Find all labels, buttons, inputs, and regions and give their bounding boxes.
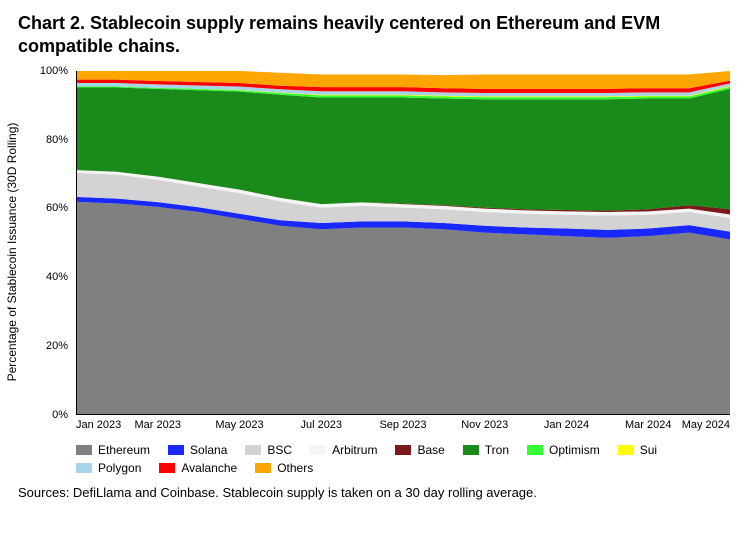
legend-swatch: [76, 463, 92, 473]
legend-swatch: [255, 463, 271, 473]
legend-item-sui: Sui: [618, 443, 657, 457]
legend-item-solana: Solana: [168, 443, 227, 457]
legend-item-bsc: BSC: [245, 443, 292, 457]
legend-swatch: [527, 445, 543, 455]
legend-item-ethereum: Ethereum: [76, 443, 150, 457]
legend-swatch: [310, 445, 326, 455]
legend-item-polygon: Polygon: [76, 461, 141, 475]
legend: Ethereum Solana BSC Arbitrum Base Tron Optimis…: [76, 443, 732, 475]
y-axis-ticks: 0%20%40%60%80%100%: [18, 71, 72, 415]
legend-label: Optimism: [549, 443, 600, 457]
legend-label: Avalanche: [181, 461, 237, 475]
x-axis-ticks: Jan 2023 Mar 2023 May 2023 Jul 2023 Sep 2023…: [76, 417, 730, 437]
x-tick-label: May 2023: [215, 419, 263, 431]
legend-label: Polygon: [98, 461, 141, 475]
legend-swatch: [245, 445, 261, 455]
legend-label: Arbitrum: [332, 443, 377, 457]
legend-swatch: [159, 463, 175, 473]
legend-swatch: [618, 445, 634, 455]
legend-swatch: [168, 445, 184, 455]
y-tick-label: 60%: [46, 202, 68, 214]
stacked-area-svg: [76, 71, 730, 415]
legend-swatch: [395, 445, 411, 455]
legend-item-tron: Tron: [463, 443, 509, 457]
y-axis-label: Percentage of Stablecoin Issuance (30D R…: [5, 122, 19, 381]
legend-item-optimism: Optimism: [527, 443, 600, 457]
legend-swatch: [76, 445, 92, 455]
y-tick-label: 100%: [40, 65, 68, 77]
legend-label: Solana: [190, 443, 227, 457]
legend-label: Ethereum: [98, 443, 150, 457]
legend-label: Tron: [485, 443, 509, 457]
y-tick-label: 0%: [52, 409, 68, 421]
plot-area: [76, 71, 730, 415]
x-tick-label: Jan 2023: [76, 419, 121, 431]
y-tick-label: 20%: [46, 340, 68, 352]
legend-item-others: Others: [255, 461, 313, 475]
x-tick-label: Mar 2024: [625, 419, 671, 431]
x-tick-label: May 2024: [682, 419, 730, 431]
x-tick-label: Mar 2023: [135, 419, 181, 431]
chart-container: Percentage of Stablecoin Issuance (30D R…: [18, 67, 732, 437]
legend-item-base: Base: [395, 443, 444, 457]
source-text: Sources: DefiLlama and Coinbase. Stablec…: [18, 485, 732, 500]
legend-label: BSC: [267, 443, 292, 457]
x-tick-label: Jul 2023: [300, 419, 342, 431]
legend-label: Others: [277, 461, 313, 475]
y-tick-label: 80%: [46, 134, 68, 146]
x-tick-label: Jan 2024: [544, 419, 589, 431]
legend-item-arbitrum: Arbitrum: [310, 443, 377, 457]
legend-label: Sui: [640, 443, 657, 457]
x-tick-label: Sep 2023: [379, 419, 426, 431]
x-tick-label: Nov 2023: [461, 419, 508, 431]
y-tick-label: 40%: [46, 271, 68, 283]
legend-label: Base: [417, 443, 444, 457]
legend-item-avalanche: Avalanche: [159, 461, 237, 475]
legend-swatch: [463, 445, 479, 455]
chart-title: Chart 2. Stablecoin supply remains heavi…: [18, 12, 732, 59]
